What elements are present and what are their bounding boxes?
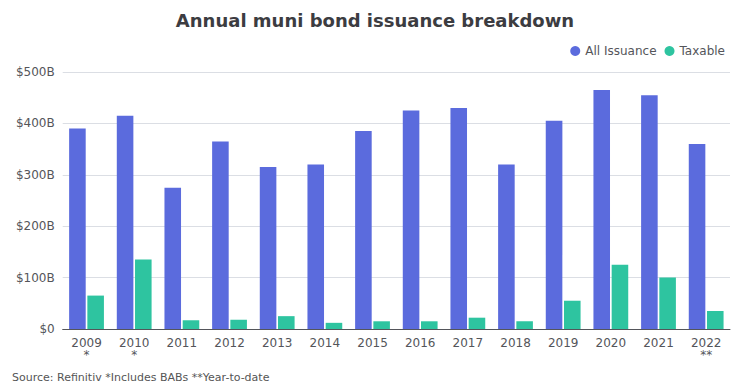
svg-text:2017: 2017 — [453, 336, 484, 350]
svg-text:2015: 2015 — [357, 336, 388, 350]
svg-text:2016: 2016 — [405, 336, 436, 350]
svg-text:2009: 2009 — [71, 336, 102, 350]
svg-text:All Issuance: All Issuance — [585, 44, 656, 58]
svg-text:$400B: $400B — [16, 116, 55, 130]
svg-text:**: ** — [700, 348, 712, 362]
svg-text:Source: Refinitiv *Includes BA: Source: Refinitiv *Includes BABs **Year-… — [12, 371, 270, 384]
svg-text:Taxable: Taxable — [679, 44, 726, 58]
svg-text:$100B: $100B — [16, 271, 55, 285]
svg-text:$300B: $300B — [16, 168, 55, 182]
svg-text:2019: 2019 — [548, 336, 579, 350]
svg-text:2022: 2022 — [690, 336, 722, 350]
svg-text:*: * — [131, 348, 137, 362]
svg-text:2011: 2011 — [167, 336, 198, 350]
svg-text:*: * — [84, 348, 90, 362]
svg-text:2010: 2010 — [118, 336, 150, 350]
svg-text:Annual muni bond issuance brea: Annual muni bond issuance breakdown — [176, 10, 574, 31]
svg-text:2021: 2021 — [643, 336, 674, 350]
svg-text:$0: $0 — [39, 322, 54, 336]
svg-text:2013: 2013 — [262, 336, 293, 350]
svg-text:2014: 2014 — [310, 336, 341, 350]
svg-text:$200B: $200B — [16, 219, 55, 233]
svg-text:2020: 2020 — [596, 336, 627, 350]
svg-text:2018: 2018 — [500, 336, 531, 350]
svg-text:$500B: $500B — [16, 65, 55, 79]
svg-text:2012: 2012 — [214, 336, 245, 350]
